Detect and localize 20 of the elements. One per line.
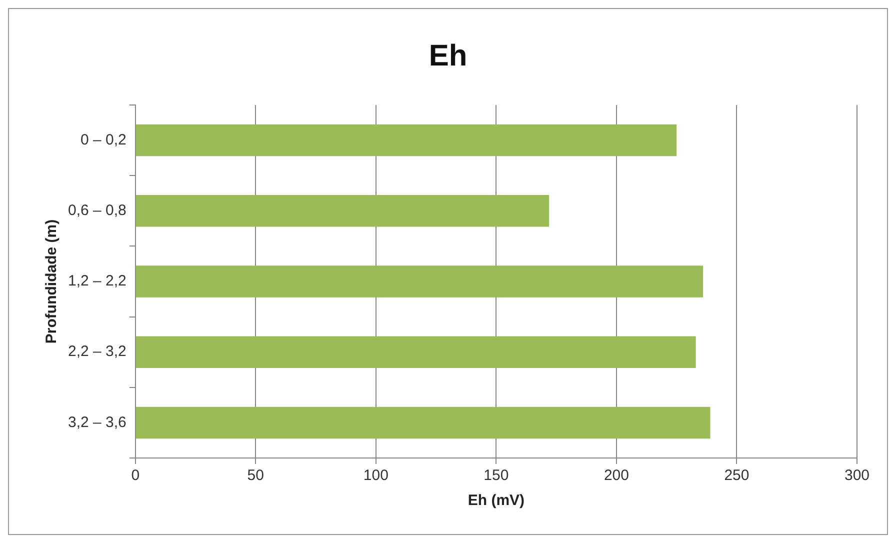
x-axis-title: Eh (mV) — [468, 492, 525, 510]
x-tick-label: 0 — [131, 467, 140, 484]
y-tick-label: 0,6 – 0,8 — [68, 202, 126, 220]
bar — [136, 195, 550, 227]
bar — [136, 336, 696, 368]
chart-title: Eh — [428, 39, 468, 72]
x-tick-label: 250 — [724, 467, 750, 484]
y-tick-label: 1,2 – 2,2 — [68, 272, 126, 290]
x-tick-label: 300 — [844, 467, 870, 484]
x-tick-label: 100 — [363, 467, 388, 484]
x-tick-label: 50 — [247, 467, 264, 484]
y-tick-label: 0 – 0,2 — [80, 131, 126, 148]
bar — [136, 124, 677, 156]
y-axis-title: Profundidade (m) — [43, 219, 60, 344]
bar — [136, 406, 710, 439]
y-tick-label: 3,2 – 3,6 — [68, 414, 126, 431]
x-tick-label: 200 — [604, 467, 629, 484]
y-tick-label: 2,2 – 3,2 — [68, 343, 126, 360]
bar — [136, 266, 704, 298]
x-tick-label: 150 — [484, 467, 509, 484]
